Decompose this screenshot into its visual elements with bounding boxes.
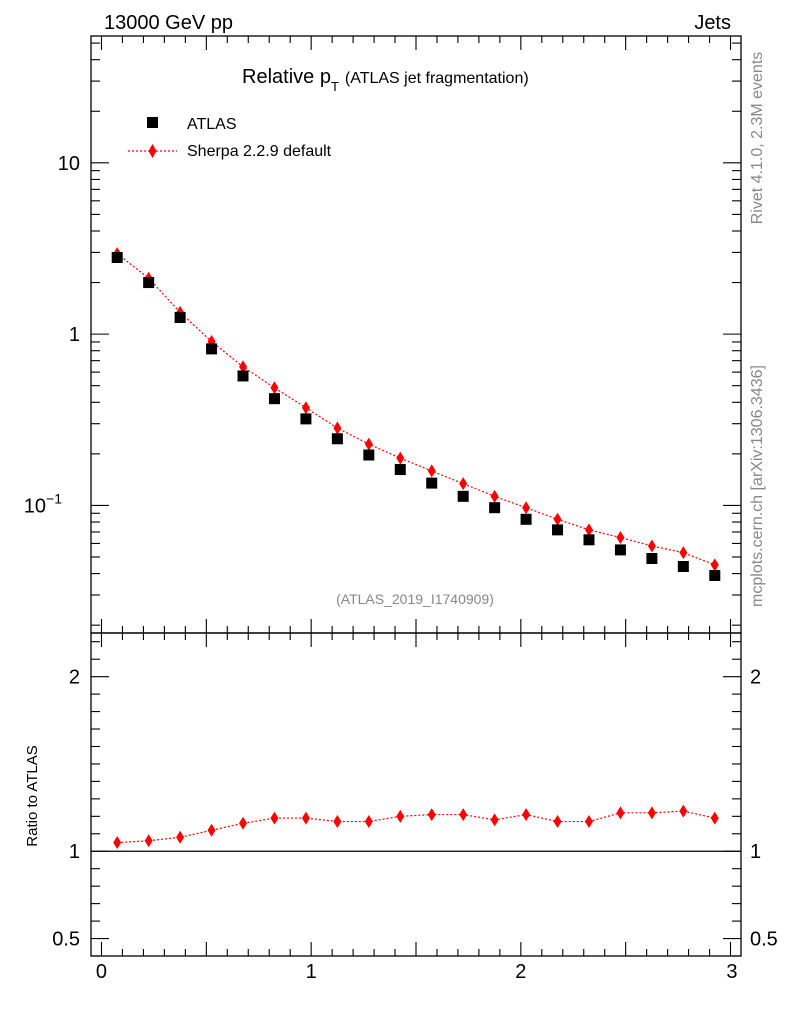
- ratio-ylabel: Ratio to ATLAS: [24, 745, 41, 846]
- ratio-point: [270, 811, 279, 825]
- ratio-point: [333, 815, 342, 829]
- atlas-point: [111, 252, 123, 264]
- sherpa-line: [116, 253, 716, 566]
- legend-atlas-marker: [147, 117, 158, 128]
- legend-sherpa-label: Sherpa 2.2.9 default: [187, 143, 332, 160]
- x-tick-labels: 0 1 2 3: [96, 961, 738, 983]
- sherpa-point: [364, 437, 373, 451]
- atlas-point: [583, 534, 595, 546]
- x-tick-label: 1: [306, 961, 317, 983]
- sherpa-point: [647, 539, 656, 553]
- atlas-point: [709, 569, 721, 581]
- ratio-y-tick-labels: 2 2 1 1 0.5 0.5: [52, 667, 778, 951]
- ratio-point: [616, 806, 625, 820]
- main-ytick-label: 10: [58, 153, 80, 175]
- atlas-point: [300, 413, 312, 425]
- chart-title-suffix: (ATLAS jet fragmentation): [345, 70, 529, 87]
- atlas-point: [331, 433, 343, 445]
- ratio-point: [427, 808, 436, 822]
- atlas-point: [677, 561, 689, 573]
- atlas-point: [394, 464, 406, 476]
- ratio-point: [584, 815, 593, 829]
- sherpa-point: [710, 558, 719, 572]
- x-tick-label: 3: [726, 961, 737, 983]
- main-ytick-label-exp: −1: [46, 490, 62, 506]
- legend: ATLAS Sherpa 2.2.9 default: [128, 116, 332, 160]
- main-ytick-label: 10−1: [24, 490, 62, 517]
- atlas-point: [363, 449, 375, 461]
- atlas-point: [457, 490, 469, 502]
- ratio-point: [553, 815, 562, 829]
- ratio-axis-ticks: [91, 633, 741, 957]
- chart-title: Relative pT (ATLAS jet fragmentation): [242, 66, 529, 94]
- ratio-point: [679, 804, 688, 818]
- atlas-point: [520, 513, 532, 525]
- category-label: Jets: [694, 12, 731, 34]
- sherpa-point: [616, 530, 625, 544]
- x-tick-label: 0: [96, 961, 107, 983]
- sherpa-point: [522, 501, 531, 515]
- ratio-series: [113, 804, 719, 850]
- atlas-point: [614, 544, 626, 556]
- ratio-point: [396, 809, 405, 823]
- atlas-point: [237, 370, 249, 382]
- main-axis-ticks: [91, 36, 741, 633]
- analysis-id-label: (ATLAS_2019_I1740909): [336, 591, 494, 607]
- ratio-ytick-label-left: 1: [69, 841, 80, 863]
- ratio-ytick-label-right: 0.5: [750, 929, 778, 951]
- ratio-point: [459, 808, 468, 822]
- main-ytick-label: 1: [69, 324, 80, 346]
- sherpa-point: [459, 477, 468, 491]
- main-ytick-label-base: 10: [24, 495, 46, 517]
- legend-atlas-label: ATLAS: [187, 116, 237, 133]
- chart-title-main: Relative p: [242, 66, 331, 88]
- atlas-point: [646, 552, 658, 564]
- atlas-point: [489, 502, 501, 514]
- sherpa-point: [301, 401, 310, 415]
- atlas-point: [426, 477, 438, 489]
- ratio-ytick-label-left: 0.5: [52, 929, 80, 951]
- sherpa-point: [270, 381, 279, 395]
- ratio-point: [113, 836, 122, 850]
- ratio-ytick-label-right: 2: [750, 667, 761, 689]
- ratio-point: [364, 815, 373, 829]
- sherpa-point: [333, 421, 342, 435]
- energy-label: 13000 GeV pp: [104, 12, 233, 34]
- atlas-point: [174, 312, 186, 324]
- ratio-point: [710, 811, 719, 825]
- ratio-point: [144, 834, 153, 848]
- ratio-point: [176, 830, 185, 844]
- atlas-point: [268, 393, 280, 405]
- atlas-series: [111, 252, 721, 581]
- sherpa-point: [490, 489, 499, 503]
- sherpa-point: [239, 360, 248, 374]
- ratio-point: [647, 806, 656, 820]
- atlas-point: [206, 343, 218, 355]
- sherpa-point: [427, 464, 436, 478]
- ratio-point: [490, 813, 499, 827]
- chart-title-sub: T: [331, 79, 339, 94]
- ratio-panel-frame: [90, 632, 742, 957]
- sherpa-point: [679, 546, 688, 560]
- ratio-ytick-label-right: 1: [750, 841, 761, 863]
- sherpa-point: [584, 523, 593, 537]
- sherpa-point: [553, 512, 562, 526]
- atlas-point: [143, 277, 155, 289]
- rivet-label: Rivet 4.1.0, 2.3M events: [749, 52, 766, 225]
- sherpa-point: [396, 451, 405, 465]
- ratio-point: [239, 816, 248, 830]
- sherpa-series: [113, 247, 719, 572]
- ratio-line: [117, 810, 715, 844]
- mcplots-label: mcplots.cern.ch [arXiv:1306.3436]: [749, 365, 766, 607]
- ratio-point: [207, 823, 216, 837]
- ratio-ytick-label-left: 2: [69, 667, 80, 689]
- x-tick-label: 2: [515, 961, 526, 983]
- atlas-point: [552, 524, 564, 536]
- ratio-point: [522, 808, 531, 822]
- ratio-point: [301, 811, 310, 825]
- legend-sherpa-marker: [148, 144, 157, 158]
